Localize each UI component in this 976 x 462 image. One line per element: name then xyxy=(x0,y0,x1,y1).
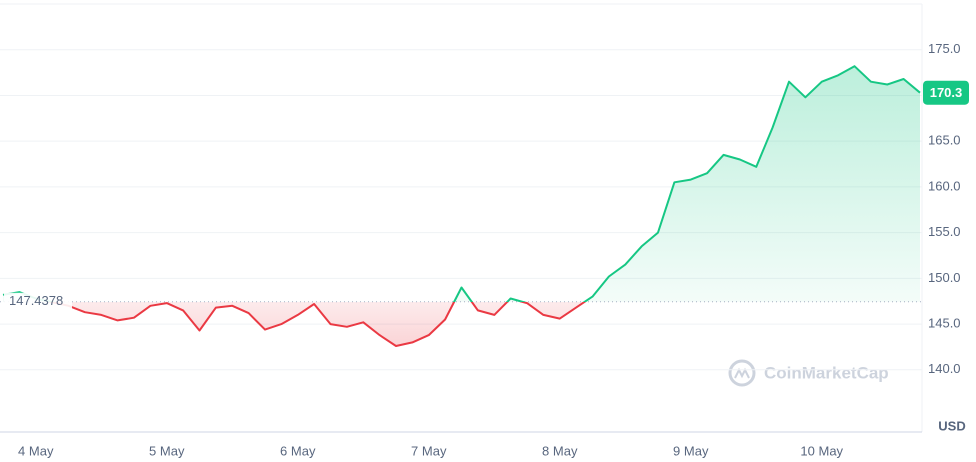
y-tick-label: 150.0 xyxy=(928,270,961,285)
x-tick-label: 5 May xyxy=(149,443,185,458)
y-tick-label: 160.0 xyxy=(928,178,961,193)
y-axis-label: USD xyxy=(938,418,965,433)
price-line xyxy=(2,65,921,347)
watermark-logo xyxy=(728,359,756,387)
y-tick-label: 175.0 xyxy=(928,41,961,56)
price-area xyxy=(3,66,920,346)
watermark-text: CoinMarketCap xyxy=(764,363,889,382)
x-tick-label: 4 May xyxy=(18,443,54,458)
x-tick-label: 6 May xyxy=(280,443,316,458)
current-price-badge xyxy=(923,80,969,105)
y-tick-label: 155.0 xyxy=(928,224,961,239)
x-tick-label: 7 May xyxy=(411,443,447,458)
x-tick-label: 9 May xyxy=(673,443,709,458)
watermark-logo-mark xyxy=(734,367,750,379)
reference-label: 147.4378 xyxy=(9,293,63,308)
y-tick-label: 145.0 xyxy=(928,316,961,331)
x-tick-label: 8 May xyxy=(542,443,578,458)
watermark: CoinMarketCap xyxy=(728,359,889,387)
y-tick-label: 165.0 xyxy=(928,133,961,148)
current-price-label: 170.3 xyxy=(930,85,963,100)
reference-label-bg xyxy=(4,292,72,311)
y-tick-label: 140.0 xyxy=(928,361,961,376)
x-tick-label: 10 May xyxy=(800,443,843,458)
